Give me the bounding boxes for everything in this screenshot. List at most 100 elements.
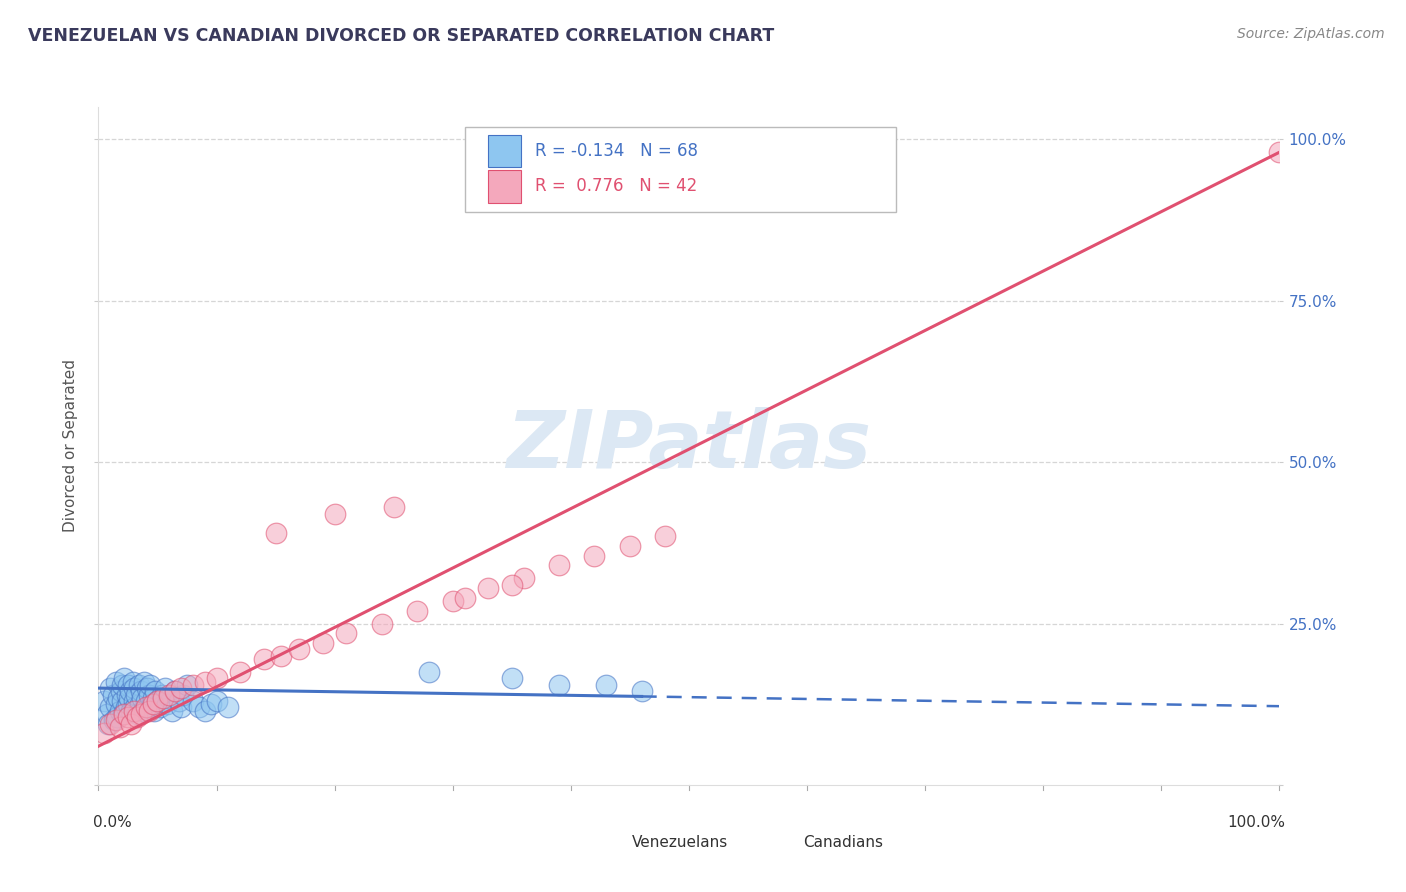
Text: ZIPatlas: ZIPatlas (506, 407, 872, 485)
Point (630, 684, 652, 698)
Point (136, 700, 159, 714)
Point (441, 594, 464, 608)
Point (264, 526, 287, 541)
Point (157, 690, 180, 705)
Point (138, 704, 160, 718)
Point (194, 704, 217, 718)
Point (98, 681, 121, 695)
Point (205, 672, 228, 686)
Point (105, 710, 128, 724)
Y-axis label: Divorced or Separated: Divorced or Separated (63, 359, 79, 533)
Text: R =  0.776   N = 42: R = 0.776 N = 42 (536, 178, 697, 195)
Point (172, 688, 194, 702)
Point (157, 688, 180, 702)
Point (129, 706, 152, 721)
Point (110, 684, 132, 698)
Point (117, 710, 139, 724)
Point (93, 694, 115, 708)
Point (132, 704, 155, 718)
Point (134, 674, 156, 689)
Point (156, 698, 179, 712)
Point (187, 700, 209, 714)
Point (619, 539, 641, 553)
Point (253, 652, 276, 666)
Point (125, 688, 148, 702)
Text: Venezuelans: Venezuelans (633, 835, 728, 850)
Point (111, 678, 134, 692)
Point (312, 636, 335, 650)
Point (135, 694, 157, 708)
Point (117, 678, 139, 692)
Point (170, 700, 193, 714)
Point (117, 698, 139, 712)
Point (112, 672, 135, 686)
Point (121, 704, 143, 718)
Point (205, 694, 228, 708)
Point (150, 688, 173, 702)
Point (105, 674, 128, 689)
Point (165, 684, 187, 698)
Point (129, 684, 152, 698)
Point (98, 716, 121, 731)
Point (142, 704, 165, 718)
Point (170, 681, 193, 695)
Point (139, 678, 162, 692)
Point (101, 688, 124, 702)
FancyBboxPatch shape (488, 170, 522, 202)
Point (112, 706, 135, 721)
Point (167, 694, 190, 708)
Point (288, 642, 311, 657)
Point (371, 616, 394, 631)
Point (160, 704, 183, 718)
Point (152, 690, 174, 705)
Point (122, 704, 145, 718)
Point (406, 604, 429, 618)
Point (548, 678, 571, 692)
Point (127, 706, 149, 721)
Point (229, 665, 252, 679)
Point (270, 648, 292, 663)
Text: R = -0.134   N = 68: R = -0.134 N = 68 (536, 142, 699, 160)
Text: Source: ZipAtlas.com: Source: ZipAtlas.com (1237, 27, 1385, 41)
FancyBboxPatch shape (488, 135, 522, 168)
Point (124, 700, 146, 714)
Point (108, 720, 131, 734)
Point (128, 678, 150, 692)
Point (217, 700, 239, 714)
Point (335, 626, 357, 640)
Text: 100.0%: 100.0% (1227, 815, 1285, 830)
Point (128, 698, 150, 712)
Point (114, 700, 136, 714)
Text: VENEZUELAN VS CANADIAN DIVORCED OR SEPARATED CORRELATION CHART: VENEZUELAN VS CANADIAN DIVORCED OR SEPAR… (28, 27, 775, 45)
Point (142, 690, 165, 705)
Point (141, 698, 163, 712)
Point (146, 694, 169, 708)
Point (131, 690, 153, 705)
Point (181, 678, 204, 692)
Point (103, 714, 125, 728)
Point (97, 716, 120, 731)
Text: Canadians: Canadians (803, 835, 883, 850)
Point (120, 684, 142, 698)
Point (548, 558, 571, 573)
Point (96, 706, 118, 721)
Point (135, 681, 157, 695)
Point (583, 549, 606, 563)
Point (194, 674, 217, 689)
Point (501, 672, 523, 686)
Point (142, 698, 165, 712)
Point (382, 500, 405, 515)
Point (122, 694, 145, 708)
Point (146, 694, 169, 708)
FancyBboxPatch shape (600, 831, 626, 855)
Point (98, 700, 121, 714)
Point (165, 684, 187, 698)
Point (115, 688, 138, 702)
Point (143, 684, 166, 698)
FancyBboxPatch shape (464, 128, 896, 212)
Point (200, 698, 222, 712)
Point (418, 665, 440, 679)
Point (112, 706, 135, 721)
Point (93, 726, 115, 740)
Point (111, 694, 134, 708)
